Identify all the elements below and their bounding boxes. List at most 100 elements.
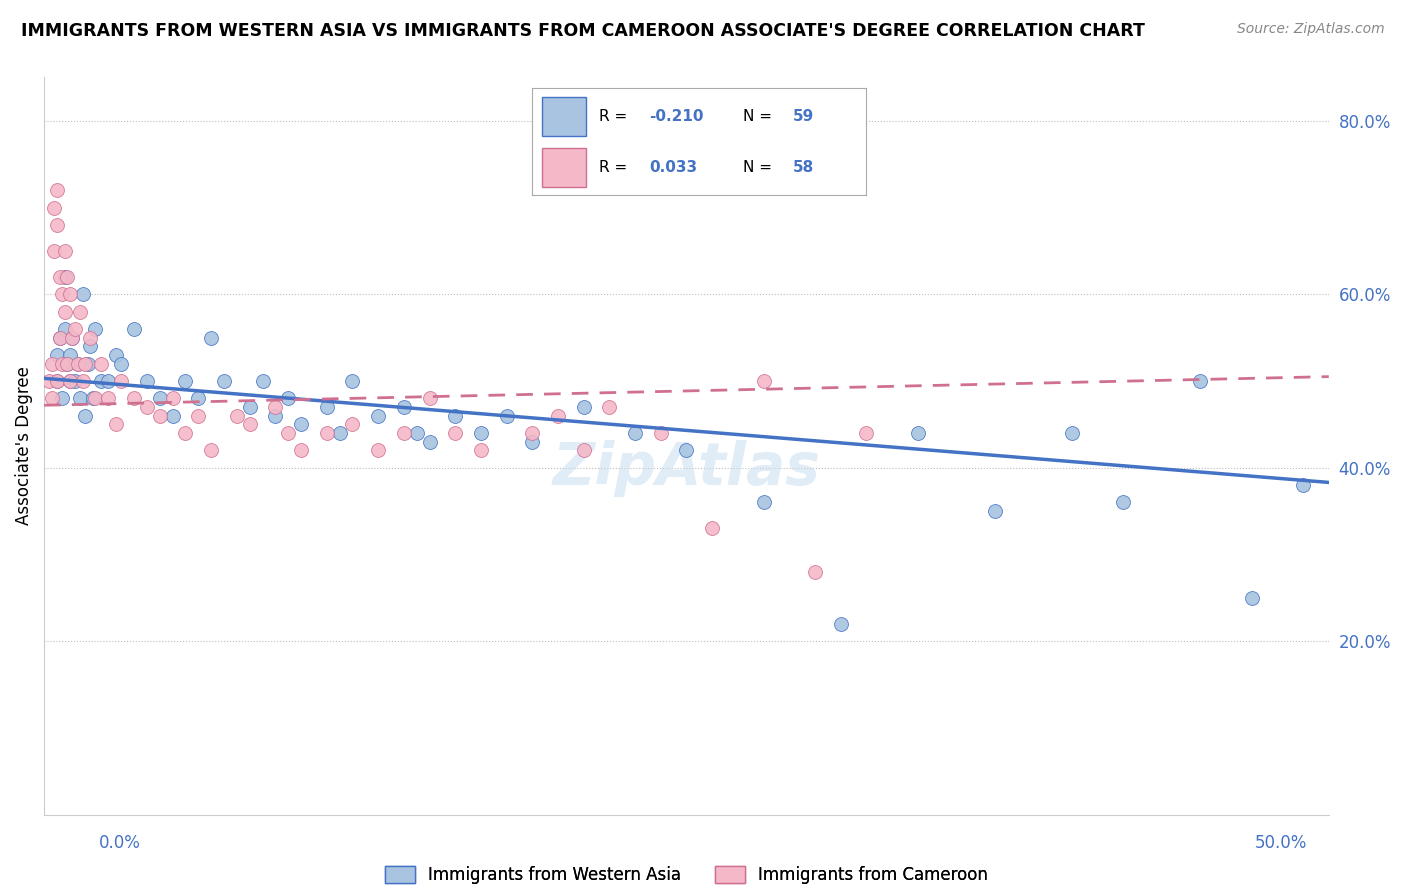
Point — [650, 425, 672, 440]
Point — [46, 348, 69, 362]
Text: ZipAtlas: ZipAtlas — [553, 440, 821, 497]
Point — [41, 392, 63, 406]
Point — [495, 409, 517, 423]
Point — [830, 616, 852, 631]
Point — [56, 357, 79, 371]
Point — [110, 357, 132, 371]
Point — [700, 521, 723, 535]
Point — [290, 417, 312, 432]
Point — [522, 434, 544, 449]
Point — [367, 409, 389, 423]
Point — [752, 495, 775, 509]
Point — [149, 409, 172, 423]
Point — [1060, 425, 1083, 440]
Point — [76, 357, 98, 371]
Point — [122, 392, 145, 406]
Point — [59, 374, 82, 388]
Point — [239, 417, 262, 432]
Point — [79, 339, 101, 353]
Point — [56, 269, 79, 284]
Point — [752, 374, 775, 388]
Point — [84, 322, 107, 336]
Point — [470, 443, 492, 458]
Point — [53, 322, 76, 336]
Point — [48, 330, 70, 344]
Point — [392, 400, 415, 414]
Point — [598, 400, 620, 414]
Point — [51, 287, 73, 301]
Point — [122, 322, 145, 336]
Point — [72, 374, 94, 388]
Point — [470, 425, 492, 440]
Point — [277, 425, 299, 440]
Point — [342, 417, 364, 432]
Point — [53, 304, 76, 318]
Point — [572, 400, 595, 414]
Point — [66, 357, 89, 371]
Point — [135, 400, 157, 414]
Text: 50.0%: 50.0% — [1256, 834, 1308, 852]
Text: Source: ZipAtlas.com: Source: ZipAtlas.com — [1237, 22, 1385, 37]
Point — [60, 330, 83, 344]
Point — [63, 322, 86, 336]
Point — [51, 392, 73, 406]
Point — [1240, 591, 1263, 605]
Point — [44, 244, 66, 258]
Point — [200, 330, 222, 344]
Point — [405, 425, 427, 440]
Point — [59, 287, 82, 301]
Point — [51, 357, 73, 371]
Point — [277, 392, 299, 406]
Point — [907, 425, 929, 440]
Point — [44, 201, 66, 215]
Point — [342, 374, 364, 388]
Point — [444, 409, 467, 423]
Point — [46, 374, 69, 388]
Point — [75, 357, 97, 371]
Point — [290, 443, 312, 458]
Point — [1189, 374, 1212, 388]
Point — [624, 425, 647, 440]
Point — [90, 357, 112, 371]
Point — [367, 443, 389, 458]
Point — [418, 392, 440, 406]
Point — [48, 269, 70, 284]
Point — [69, 304, 91, 318]
Point — [329, 425, 352, 440]
Point — [75, 409, 97, 423]
Point — [392, 425, 415, 440]
Point — [418, 434, 440, 449]
Point — [1112, 495, 1135, 509]
Point — [225, 409, 247, 423]
Point — [59, 374, 82, 388]
Point — [46, 374, 69, 388]
Point — [252, 374, 274, 388]
Legend: Immigrants from Western Asia, Immigrants from Cameroon: Immigrants from Western Asia, Immigrants… — [378, 860, 994, 891]
Text: 0.0%: 0.0% — [98, 834, 141, 852]
Point — [63, 374, 86, 388]
Point — [264, 400, 287, 414]
Point — [572, 443, 595, 458]
Point — [239, 400, 262, 414]
Point — [41, 357, 63, 371]
Point — [60, 330, 83, 344]
Point — [444, 425, 467, 440]
Y-axis label: Associate's Degree: Associate's Degree — [15, 367, 32, 525]
Point — [984, 504, 1007, 518]
Point — [53, 269, 76, 284]
Point — [187, 409, 209, 423]
Point — [547, 409, 569, 423]
Point — [187, 392, 209, 406]
Point — [72, 287, 94, 301]
Point — [82, 392, 104, 406]
Point — [84, 392, 107, 406]
Point — [804, 565, 827, 579]
Point — [162, 409, 184, 423]
Point — [264, 409, 287, 423]
Point — [46, 218, 69, 232]
Point — [135, 374, 157, 388]
Point — [315, 425, 337, 440]
Point — [59, 348, 82, 362]
Point — [66, 357, 89, 371]
Point — [97, 374, 120, 388]
